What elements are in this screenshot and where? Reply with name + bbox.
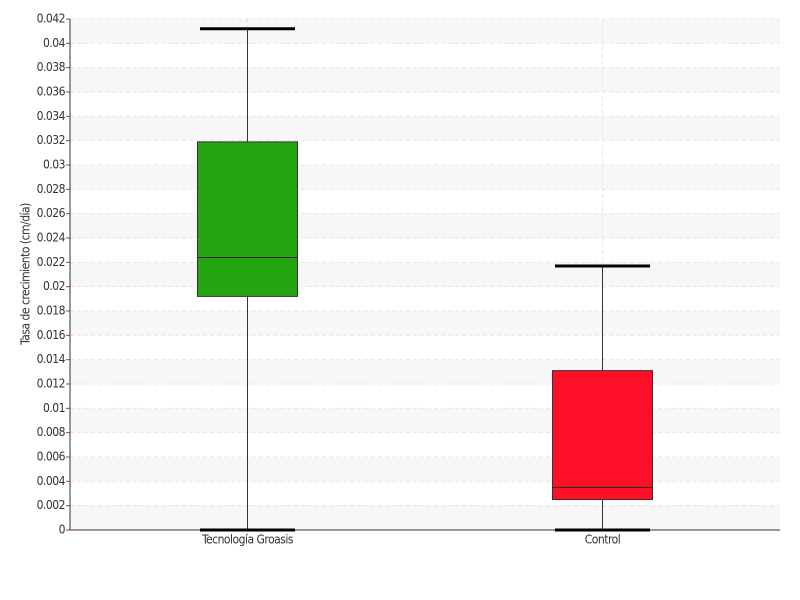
y-tick-label: 0.002 [37, 498, 65, 512]
y-tick-label: 0.008 [37, 425, 66, 439]
y-axis-label: Tasa de crecimiento (cm/día) [19, 203, 33, 346]
y-tick-label: 0.038 [37, 60, 66, 74]
y-tick-label: 0.016 [37, 328, 66, 342]
y-tick-label: 0.026 [37, 206, 66, 220]
y-tick-label: 0.018 [37, 304, 66, 318]
y-tick-label: 0.012 [37, 377, 65, 391]
y-tick-label: 0.028 [37, 182, 66, 196]
y-tick-label: 0.036 [37, 85, 66, 99]
y-tick-label: 0.024 [37, 231, 66, 245]
grid-band [70, 505, 780, 530]
y-tick-label: 0 [59, 523, 66, 537]
grid-band [70, 165, 780, 190]
grid-band [70, 408, 780, 433]
y-tick-label: 0.014 [37, 352, 66, 366]
box [552, 370, 653, 501]
grid-band [70, 116, 780, 141]
y-tick-label: 0.042 [37, 12, 65, 26]
y-tick-label: 0.01 [43, 401, 65, 415]
grid-band [70, 213, 780, 238]
y-tick-label: 0.004 [37, 474, 66, 488]
y-tick-label: 0.022 [37, 255, 65, 269]
grid-band [70, 359, 780, 384]
grid-band [70, 457, 780, 482]
y-tick-label: 0.03 [43, 158, 65, 172]
y-tick-label: 0.006 [37, 450, 66, 464]
y-tick-label: 0.032 [37, 133, 65, 147]
grid-band [70, 311, 780, 336]
grid-band [70, 262, 780, 287]
y-tick-label: 0.02 [43, 279, 65, 293]
box [197, 141, 298, 297]
x-tick-label: Control [585, 533, 621, 547]
y-tick-label: 0.04 [43, 36, 66, 50]
grid-band [70, 67, 780, 92]
y-tick-label: 0.034 [37, 109, 66, 123]
x-tick-label: Tecnología Groasis [201, 533, 294, 547]
grid-band [70, 19, 780, 44]
